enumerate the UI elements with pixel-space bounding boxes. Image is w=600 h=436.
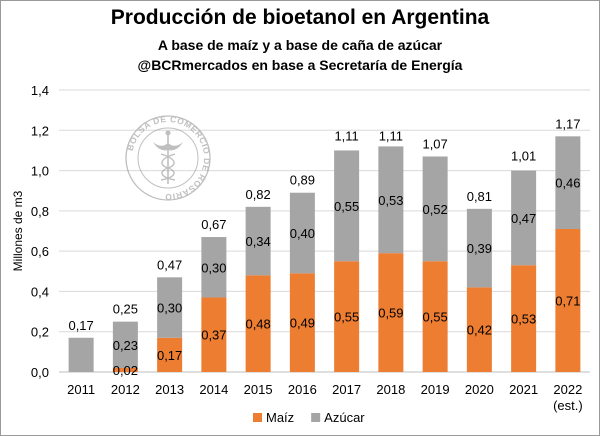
y-tick-label: 0,6 — [31, 244, 49, 259]
data-label-maiz: 0,59 — [378, 306, 403, 321]
axes: 0,0 0,2 0,4 0,6 0,8 1,0 1,2 1,4 Millones de m3 20… — [11, 83, 590, 413]
bar-maiz — [466, 287, 492, 372]
data-label-total: 0,81 — [467, 189, 492, 204]
data-label-azucar: 0,39 — [467, 241, 492, 256]
bar-azucar — [422, 156, 448, 262]
bar-azucar — [112, 321, 138, 368]
data-label-azucar: 0,47 — [511, 211, 536, 226]
data-label-azucar: 0,52 — [422, 202, 447, 217]
bar-maiz — [378, 253, 404, 372]
data-label-maiz: 0,71 — [555, 293, 580, 308]
y-axis-label: Millones de m3 — [11, 190, 25, 271]
data-label-total: 1,11 — [379, 128, 403, 143]
bar-maiz — [555, 228, 581, 372]
x-tick-label: 2021 — [509, 382, 538, 397]
bar-azucar — [466, 208, 492, 288]
bar-maiz — [112, 367, 138, 372]
x-tick-label: 2022 — [553, 382, 582, 397]
y-tick-label: 0,4 — [31, 284, 49, 299]
y-tick-label: 0,2 — [31, 325, 49, 340]
data-label-azucar: 0,40 — [290, 226, 315, 241]
bar-maiz — [422, 261, 448, 372]
data-label-maiz: 0,55 — [422, 310, 447, 325]
data-labels: 0,17 0,02 0,23 0,25 0,17 0,30 0,47 0,37 0,30 0,67… — [68, 116, 580, 378]
y-tick-label: 0,0 — [31, 365, 49, 380]
data-label-total: 1,17 — [555, 116, 580, 131]
bar-azucar — [555, 136, 581, 229]
data-label-azucar: 0,34 — [245, 234, 270, 249]
x-tick-label: 2013 — [155, 382, 184, 397]
data-label-total: 0,47 — [157, 257, 182, 272]
gridlines — [59, 89, 590, 333]
data-label-total: 0,25 — [113, 302, 138, 317]
legend-swatch — [311, 413, 321, 422]
bar-azucar — [157, 277, 183, 338]
bar-maiz — [245, 275, 271, 372]
bar-azucar — [245, 206, 271, 276]
data-label-total: 0,67 — [201, 217, 226, 232]
x-tick-note: (est.) — [553, 398, 583, 413]
bar-maiz — [334, 261, 360, 372]
bar-maiz — [157, 337, 183, 372]
legend-label: Maíz — [266, 410, 294, 425]
data-label-total: 0,82 — [245, 187, 270, 202]
legend-swatch — [253, 413, 262, 422]
data-label-maiz: 0,37 — [201, 328, 226, 343]
data-label-total: 1,11 — [334, 128, 358, 143]
bars — [68, 136, 581, 372]
x-tick-label: 2019 — [421, 382, 450, 397]
data-label-total: 0,17 — [68, 318, 93, 333]
bar-azucar — [68, 337, 94, 372]
y-tick-label: 1,2 — [31, 123, 49, 138]
data-label-maiz: 0,02 — [113, 363, 138, 378]
data-label-total: 0,89 — [290, 173, 315, 188]
data-label-total: 1,01 — [511, 149, 536, 164]
data-label-azucar: 0,30 — [157, 301, 182, 316]
caduceus-seal-icon: BOLSA DE COMERCIO DE ROSARIO — [125, 114, 212, 202]
x-tick-label: 2020 — [465, 382, 494, 397]
y-tick-label: 1,4 — [31, 83, 49, 98]
x-tick-label: 2014 — [199, 382, 228, 397]
chart-source: @BCRmercados en base a Secretaría de Ene… — [137, 57, 463, 73]
data-label-azucar: 0,53 — [378, 193, 403, 208]
legend-label: Azúcar — [324, 410, 365, 425]
x-tick-label: 2015 — [244, 382, 273, 397]
data-label-maiz: 0,17 — [157, 348, 182, 363]
x-tick-label: 2016 — [288, 382, 317, 397]
bar-azucar — [511, 170, 537, 266]
x-tick-label: 2012 — [111, 382, 140, 397]
bar-maiz — [201, 297, 227, 372]
data-label-azucar: 0,30 — [201, 260, 226, 275]
data-label-maiz: 0,42 — [467, 323, 492, 338]
x-tick-label: 2017 — [332, 382, 361, 397]
data-label-azucar: 0,23 — [113, 338, 138, 353]
bar-azucar — [201, 237, 227, 298]
bar-maiz — [511, 265, 537, 372]
data-label-maiz: 0,48 — [245, 317, 270, 332]
y-tick-label: 1,0 — [31, 164, 49, 179]
data-label-total: 1,07 — [422, 136, 447, 151]
x-tick-label: 2018 — [376, 382, 405, 397]
data-label-azucar: 0,46 — [555, 176, 580, 191]
y-tick-label: 0,8 — [31, 204, 49, 219]
legend: Maíz Azúcar — [253, 410, 365, 425]
chart-subtitle: A base de maíz y a base de caña de azúca… — [157, 37, 443, 53]
data-label-maiz: 0,49 — [290, 316, 315, 331]
data-label-maiz: 0,55 — [334, 310, 359, 325]
bar-azucar — [378, 146, 404, 254]
x-tick-label: 2011 — [67, 382, 95, 397]
bar-azucar — [334, 150, 360, 262]
bar-azucar — [289, 192, 315, 274]
bar-maiz — [289, 273, 315, 372]
chart-title: Producción de bioetanol en Argentina — [110, 6, 490, 29]
data-label-azucar: 0,55 — [334, 199, 359, 214]
data-label-maiz: 0,53 — [511, 312, 536, 327]
